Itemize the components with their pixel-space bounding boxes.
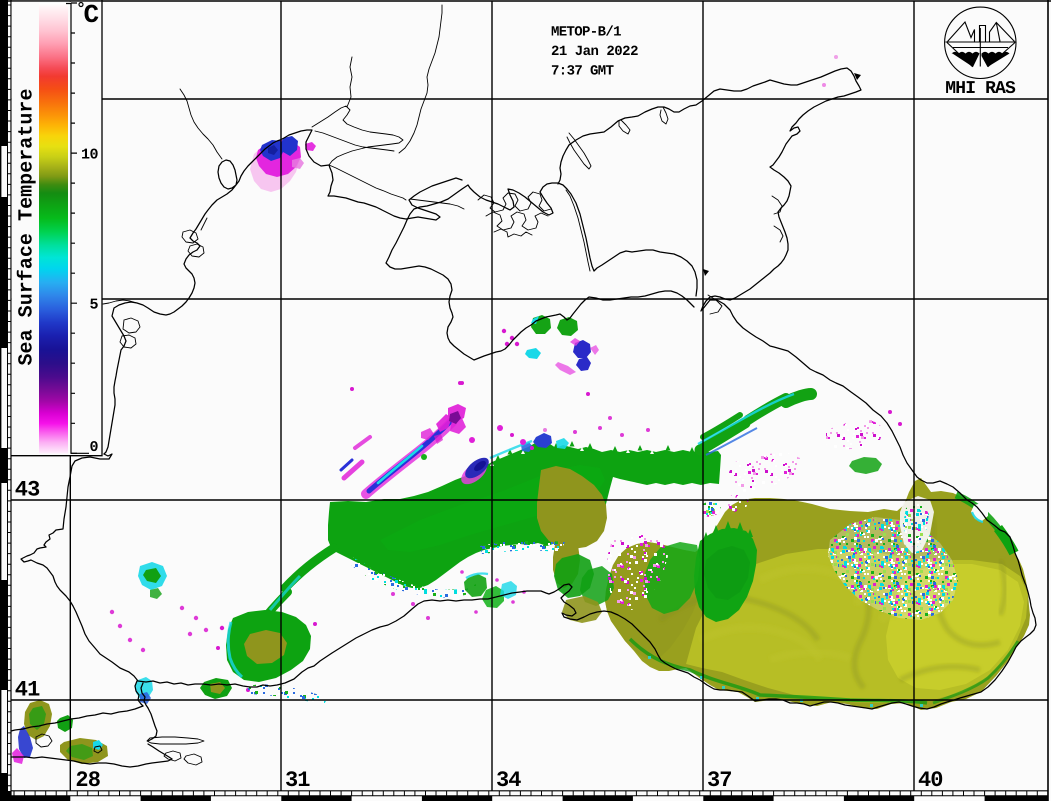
svg-text:43: 43 (15, 478, 41, 503)
svg-text:28: 28 (75, 768, 101, 793)
svg-text:41: 41 (15, 678, 41, 703)
svg-text:C: C (84, 0, 100, 30)
svg-text:31: 31 (285, 768, 311, 793)
svg-text:MHI RAS: MHI RAS (945, 79, 1016, 99)
svg-text:0: 0 (90, 439, 99, 456)
svg-text:37: 37 (707, 768, 733, 793)
svg-text:21 Jan 2022: 21 Jan 2022 (551, 44, 639, 60)
svg-text:7:37 GMT: 7:37 GMT (551, 63, 614, 79)
svg-text:METOP-B/1: METOP-B/1 (551, 25, 622, 41)
svg-text:40: 40 (918, 768, 944, 793)
svg-text:10: 10 (81, 147, 99, 164)
svg-text:Sea Surface Temperature: Sea Surface Temperature (16, 89, 39, 366)
svg-text:34: 34 (496, 768, 522, 793)
svg-text:5: 5 (90, 297, 99, 314)
